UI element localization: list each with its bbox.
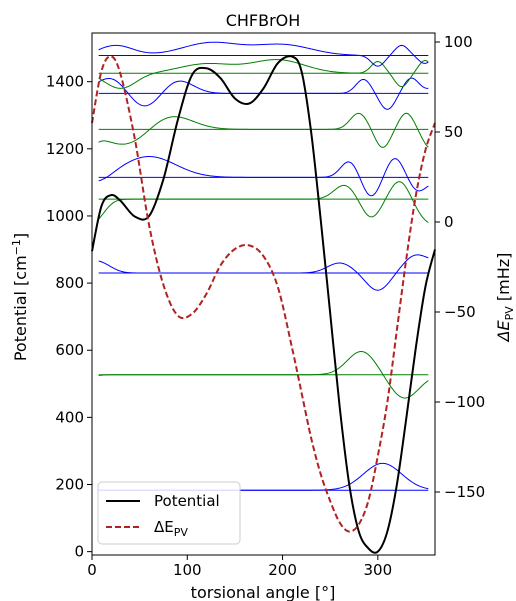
y-left-axis-ticks: 0 200 400 600 800 1000 1200 1400: [46, 73, 92, 561]
x-tick-label: 200: [268, 561, 297, 579]
wavefunction-4: [98, 156, 429, 197]
y-left-tick-label: 800: [55, 274, 84, 292]
x-tick-label: 0: [87, 561, 97, 579]
x-tick-label: 300: [364, 561, 393, 579]
legend-potential-label: Potential: [154, 492, 220, 510]
y-left-tick-label: 1400: [46, 73, 84, 91]
x-axis-label: torsional angle [°]: [191, 583, 336, 601]
wavefunction-6: [98, 77, 429, 110]
x-axis-ticks: 0 100 200 300: [87, 555, 392, 579]
y-right-axis-label: ΔEPV [mHz]: [494, 253, 516, 344]
series-potential: [91, 55, 436, 554]
y-right-tick-label: −50: [444, 303, 476, 321]
y-right-label-sub: PV: [503, 306, 516, 321]
y-left-label-main: Potential [cm: [11, 255, 30, 361]
legend: Potential ΔEPV: [97, 481, 241, 545]
y-right-tick-label: −100: [444, 393, 485, 411]
series-dE-PV: [91, 55, 436, 533]
y-right-tick-label: 0: [444, 213, 454, 231]
wavefunction-2: [98, 254, 429, 291]
legend-dE-main: ΔE: [154, 518, 174, 536]
wavefunction-7: [98, 59, 429, 89]
y-left-tick-label: 0: [74, 543, 84, 561]
wavefunctions: [98, 41, 429, 491]
y-left-label-tail: ]: [11, 233, 30, 239]
y-left-axis-label: Potential [cm−1]: [10, 233, 30, 361]
y-left-tick-label: 400: [55, 408, 84, 426]
y-right-tick-label: −150: [444, 483, 485, 501]
wavefunction-3: [98, 181, 429, 223]
wavefunction-5: [98, 112, 429, 148]
wavefunction-1: [98, 351, 429, 399]
legend-box: [97, 481, 241, 545]
y-right-axis-ticks: −150 −100 −50 0 50 100: [435, 33, 485, 501]
y-right-label-tail: [mHz]: [494, 253, 513, 307]
chart-title: CHFBrOH: [226, 11, 301, 30]
y-left-label-sup: −1: [10, 239, 23, 255]
x-tick-label: 100: [173, 561, 202, 579]
y-left-tick-label: 600: [55, 341, 84, 359]
series-lines: [91, 55, 436, 554]
y-left-tick-label: 1200: [46, 140, 84, 158]
y-right-label-main: ΔE: [494, 319, 513, 343]
y-left-tick-label: 1000: [46, 207, 84, 225]
legend-dE-sub: PV: [174, 526, 189, 539]
y-right-tick-label: 100: [444, 33, 473, 51]
y-right-tick-label: 50: [444, 123, 463, 141]
plot-frame: [91, 32, 436, 556]
wavefunction-8: [98, 41, 429, 67]
legend-dE-label: ΔEPV: [154, 518, 188, 539]
y-left-tick-label: 200: [55, 476, 84, 494]
